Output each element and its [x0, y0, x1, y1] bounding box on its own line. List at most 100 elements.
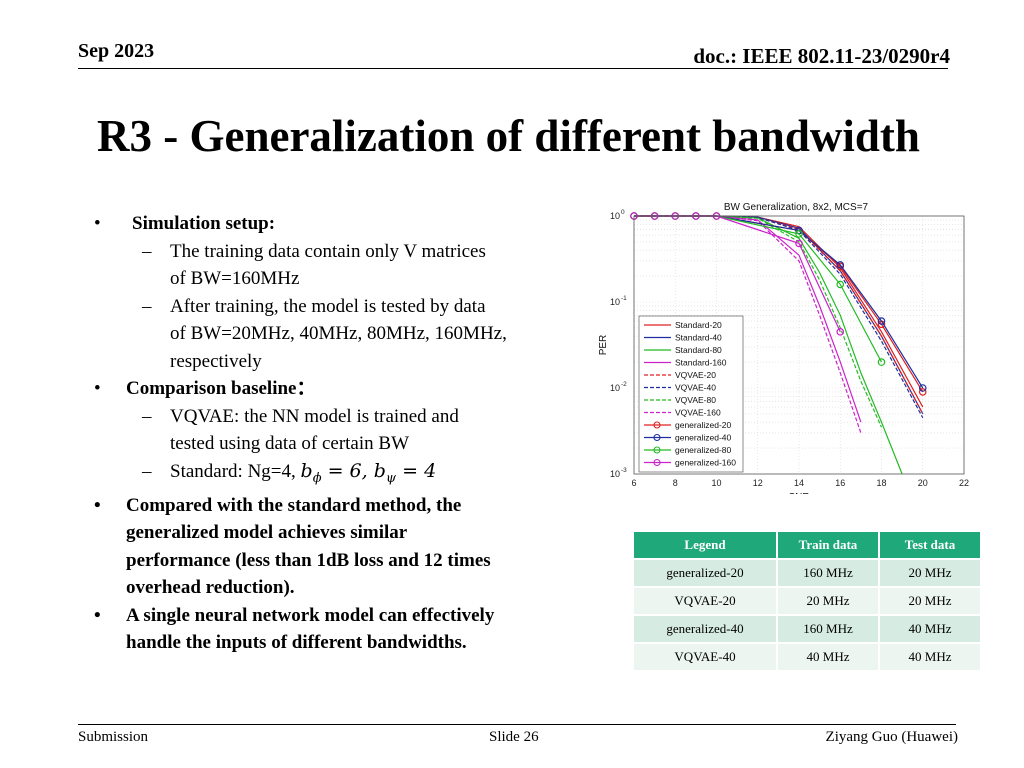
x-tick-label: 10 — [711, 478, 721, 488]
legend-label: Standard-40 — [675, 333, 722, 343]
legend-marker — [653, 446, 661, 454]
setup-label: Simulation setup: — [132, 213, 276, 234]
x-tick-label: 8 — [673, 478, 678, 488]
series-line — [634, 215, 924, 415]
sub-bullet-line: tested using data of certain BW — [170, 433, 410, 454]
per-chart: 6 8 10 12 14 16 18 20 22 10 0 10 -1 10 -2 10 -3 BW Genera… — [594, 194, 974, 503]
series-marker — [918, 388, 927, 396]
series-marker — [836, 261, 845, 269]
legend-box — [638, 315, 744, 473]
header-date: Sep 2023 — [78, 40, 155, 62]
table-header-cell: Legend — [634, 532, 776, 558]
table-row: generalized-20 160 MHz 20 MHz — [634, 560, 980, 586]
slide-title: R3 - Generalization of different bandwid… — [97, 111, 920, 161]
x-axis-label: SNR — [788, 492, 809, 494]
table-cell: 40 MHz — [778, 644, 878, 670]
y-axis-label: PER — [598, 335, 609, 356]
bullet-dot: • — [94, 378, 101, 399]
sub-bullet-line: respectively — [170, 350, 262, 372]
x-tick-label: 14 — [794, 478, 804, 488]
legend-label: VQVAE-40 — [675, 383, 716, 393]
y-tick-label: 10 — [610, 297, 620, 307]
table-cell: VQVAE-40 — [634, 644, 776, 670]
series-marker — [836, 280, 845, 289]
legend-label: Standard-20 — [675, 320, 722, 330]
footer-slide-number: Slide 26 — [489, 729, 539, 745]
header-divider — [78, 68, 948, 69]
bullet-dot: • — [94, 494, 101, 516]
x-tick-label: 6 — [631, 478, 636, 488]
series-line — [634, 215, 883, 428]
series-marker — [795, 230, 803, 238]
legend-marker — [653, 421, 661, 429]
table-cell: 160 MHz — [778, 616, 878, 642]
y-tick-label: 10 — [610, 211, 620, 221]
x-tick-label: 12 — [753, 478, 763, 488]
table-cell: 40 MHz — [880, 644, 980, 670]
table-cell: generalized-40 — [634, 616, 776, 642]
y-tick-label: 10 — [610, 383, 620, 393]
bullet-dot: • — [94, 604, 101, 626]
x-tick-label: 20 — [918, 478, 928, 488]
legend-marker — [653, 458, 661, 467]
sub-bullet-line: The training data contain only V matrice… — [170, 240, 486, 262]
table-cell: 160 MHz — [778, 560, 878, 586]
table-row: VQVAE-20 20 MHz 20 MHz — [634, 588, 980, 614]
plot-frame — [633, 215, 965, 475]
legend-label: Standard-160 — [675, 358, 727, 368]
sub-bullet-line: After training, the model is tested by d… — [170, 295, 486, 317]
series-marker — [836, 328, 845, 336]
legend-label: VQVAE-160 — [675, 408, 721, 418]
table-header-cell: Test data — [880, 532, 980, 558]
bullet-baseline: • Comparison baseline： — [94, 375, 594, 403]
sub-bullet-training-data: – The training data contain only V matri… — [94, 238, 594, 293]
table-cell: generalized-20 — [634, 560, 776, 586]
table-row: VQVAE-40 40 MHz 40 MHz — [634, 644, 980, 670]
baseline-label: Comparison baseline： — [126, 378, 316, 399]
x-tick-label: 16 — [835, 478, 845, 488]
sub-bullet-after-training: – After training, the model is tested by… — [94, 293, 594, 376]
series-marker — [795, 239, 803, 248]
sub-bullet-standard: – Standard: Ng=4, bϕ = 6, bψ = 4 — [94, 458, 594, 492]
table-header-cell: Train data — [778, 532, 878, 558]
series-marker — [918, 384, 927, 392]
x-tick-label: 18 — [876, 478, 886, 488]
y-tick-exponent: 0 — [621, 209, 625, 216]
y-tick-exponent: -1 — [621, 295, 627, 302]
bullet-setup: • Simulation setup: — [94, 210, 594, 238]
table-cell: VQVAE-20 — [634, 588, 776, 614]
table-cell: 40 MHz — [880, 616, 980, 642]
series-line — [634, 215, 862, 434]
bullet-dot: • — [94, 213, 101, 234]
y-tick-exponent: -3 — [621, 467, 627, 474]
sub-bullet-line: of BW=20MHz, 40MHz, 80MHz, 160MHz, — [170, 323, 507, 344]
sub-bullet-vqvae: – VQVAE: the NN model is trained and tes… — [94, 403, 594, 458]
footer-submission: Submission — [78, 729, 149, 745]
legend-label: Standard-80 — [675, 345, 722, 355]
series-marker — [877, 358, 886, 366]
footer-divider — [78, 724, 956, 725]
bullet-list: • Simulation setup: – The training data … — [94, 210, 594, 657]
legend-marker — [653, 433, 661, 442]
legend-label: generalized-80 — [675, 445, 732, 455]
table-cell: 20 MHz — [778, 588, 878, 614]
sub-bullet-line: of BW=160MHz — [170, 268, 300, 289]
bullet-conclusion-comparison: • Compared with the standard method, the… — [94, 492, 594, 602]
header-doc-id: doc.: IEEE 802.11-23/0290r4 — [693, 44, 950, 68]
chart-title: BW Generalization, 8x2, MCS=7 — [724, 202, 869, 213]
sub-bullet-line: VQVAE: the NN model is trained and — [170, 405, 459, 427]
y-tick-exponent: -2 — [621, 381, 627, 388]
legend-label: generalized-160 — [675, 458, 736, 468]
x-tick-label: 22 — [959, 478, 969, 488]
legend-label: VQVAE-20 — [675, 370, 716, 380]
legend-label: generalized-40 — [675, 433, 732, 443]
legend-table: Legend Train data Test data generalized-… — [632, 530, 982, 672]
table-cell: 20 MHz — [880, 560, 980, 586]
bullet-conclusion-single-network: • A single neural network model can effe… — [94, 602, 594, 657]
standard-formula: Standard: Ng=4, bϕ = 6, bψ = 4 — [170, 459, 437, 486]
footer-author: Ziyang Guo (Huawei) — [825, 729, 958, 745]
y-tick-label: 10 — [610, 469, 620, 479]
table-row: generalized-40 160 MHz 40 MHz — [634, 616, 980, 642]
table-header-row: Legend Train data Test data — [634, 532, 980, 558]
